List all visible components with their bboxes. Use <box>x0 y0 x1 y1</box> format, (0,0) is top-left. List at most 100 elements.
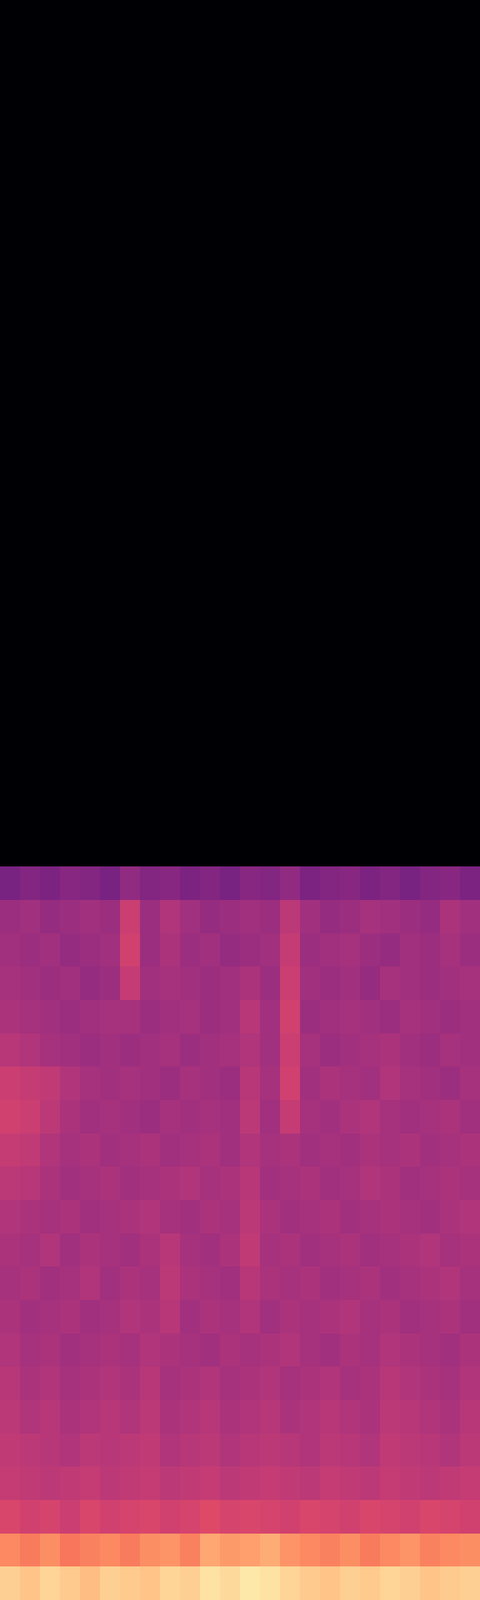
heatmap-cell <box>340 1433 361 1468</box>
heatmap-cell <box>280 966 301 1000</box>
heatmap-cell <box>0 1300 21 1334</box>
heatmap-cell <box>260 266 281 300</box>
heatmap-cell <box>380 800 401 834</box>
heatmap-cell <box>340 1133 361 1168</box>
heatmap-cell <box>100 1133 121 1168</box>
heatmap-cell <box>460 400 480 434</box>
heatmap-cell <box>120 1300 141 1334</box>
heatmap-cell <box>0 733 21 768</box>
heatmap-cell <box>160 366 181 400</box>
heatmap-cell <box>80 800 101 834</box>
heatmap-cell <box>280 1266 301 1300</box>
heatmap-cell <box>200 733 221 768</box>
heatmap-cell <box>380 1066 401 1100</box>
heatmap-cell <box>140 833 161 868</box>
heatmap-cell <box>380 833 401 868</box>
heatmap-cell <box>260 600 281 634</box>
heatmap-cell <box>420 1166 441 1200</box>
heatmap-cell <box>40 33 61 68</box>
heatmap-cell <box>200 833 221 868</box>
heatmap-cell <box>380 1366 401 1400</box>
heatmap-cell <box>120 866 141 900</box>
heatmap-cell <box>240 1133 261 1168</box>
heatmap-cell <box>400 100 421 134</box>
heatmap-cell <box>200 1133 221 1168</box>
heatmap-cell <box>340 733 361 768</box>
heatmap-cell <box>140 966 161 1000</box>
heatmap-cell <box>320 866 341 900</box>
heatmap-cell <box>240 1033 261 1068</box>
heatmap-cell <box>140 900 161 934</box>
heatmap-cell <box>180 633 201 668</box>
heatmap-cell <box>300 33 321 68</box>
heatmap-cell <box>440 1466 461 1500</box>
heatmap-cell <box>240 900 261 934</box>
heatmap-cell <box>0 1566 21 1600</box>
heatmap-cell <box>160 1166 181 1200</box>
heatmap-cell <box>40 100 61 134</box>
heatmap-cell <box>80 1200 101 1234</box>
heatmap-cell <box>140 100 161 134</box>
heatmap-cell <box>380 200 401 234</box>
heatmap-cell <box>240 633 261 668</box>
heatmap-cell <box>380 300 401 334</box>
heatmap-cell <box>260 1200 281 1234</box>
heatmap-cell <box>40 1066 61 1100</box>
heatmap-cell <box>200 1500 221 1534</box>
heatmap-cell <box>420 266 441 300</box>
heatmap-cell <box>300 366 321 400</box>
heatmap-cell <box>320 833 341 868</box>
heatmap-cell <box>380 233 401 268</box>
heatmap-cell <box>380 1566 401 1600</box>
heatmap-cell <box>80 1500 101 1534</box>
heatmap-cell <box>180 1166 201 1200</box>
heatmap-cell <box>360 666 381 700</box>
heatmap-cell <box>120 500 141 534</box>
heatmap-cell <box>380 1200 401 1234</box>
heatmap-cell <box>400 133 421 168</box>
heatmap-cell <box>240 833 261 868</box>
heatmap-cell <box>240 400 261 434</box>
heatmap-cell <box>440 1066 461 1100</box>
heatmap-cell <box>420 633 441 668</box>
heatmap-cell <box>460 1266 480 1300</box>
heatmap-cell <box>380 266 401 300</box>
heatmap-cell <box>180 1233 201 1268</box>
heatmap-cell <box>460 566 480 600</box>
heatmap-cell <box>160 633 181 668</box>
heatmap-cell <box>340 1100 361 1134</box>
heatmap-cell <box>80 500 101 534</box>
heatmap-cell <box>0 800 21 834</box>
heatmap-cell <box>100 533 121 568</box>
heatmap-cell <box>180 1566 201 1600</box>
heatmap-cell <box>260 1433 281 1468</box>
heatmap-cell <box>380 1466 401 1500</box>
heatmap-cell <box>60 500 81 534</box>
heatmap-cell <box>320 100 341 134</box>
heatmap-cell <box>100 200 121 234</box>
heatmap-cell <box>420 1033 441 1068</box>
heatmap-cell <box>240 1300 261 1334</box>
heatmap-cell <box>460 233 480 268</box>
heatmap-cell <box>40 700 61 734</box>
heatmap-cell <box>140 1300 161 1334</box>
heatmap-cell <box>60 1333 81 1368</box>
heatmap-cell <box>140 1033 161 1068</box>
heatmap-cell <box>140 1433 161 1468</box>
heatmap-cell <box>460 1366 480 1400</box>
heatmap-cell <box>120 833 141 868</box>
heatmap-cell <box>220 500 241 534</box>
heatmap-cell <box>0 66 21 100</box>
heatmap-cell <box>160 733 181 768</box>
heatmap-cell <box>440 1566 461 1600</box>
heatmap-cell <box>460 466 480 500</box>
heatmap-cell <box>340 166 361 200</box>
heatmap-cell <box>340 1200 361 1234</box>
heatmap-cell <box>120 233 141 268</box>
heatmap-cell <box>120 1000 141 1034</box>
heatmap-cell <box>240 1266 261 1300</box>
heatmap-cell <box>140 466 161 500</box>
heatmap-cell <box>0 233 21 268</box>
heatmap-cell <box>80 200 101 234</box>
heatmap-cell <box>200 133 221 168</box>
